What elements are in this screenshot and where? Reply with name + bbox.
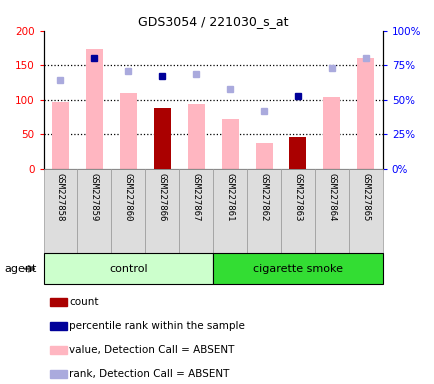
Text: GSM227863: GSM227863	[293, 173, 302, 222]
Bar	[221, 119, 238, 169]
Text: rank, Detection Call = ABSENT: rank, Detection Call = ABSENT	[69, 369, 229, 379]
FancyBboxPatch shape	[314, 169, 348, 253]
Bar	[50, 370, 66, 378]
Bar	[86, 49, 103, 169]
Text: cigarette smoke: cigarette smoke	[253, 264, 342, 274]
FancyBboxPatch shape	[348, 169, 382, 253]
Text: GSM227864: GSM227864	[327, 173, 335, 222]
Bar	[52, 102, 69, 169]
Bar	[120, 93, 137, 169]
Text: percentile rank within the sample: percentile rank within the sample	[69, 321, 245, 331]
FancyBboxPatch shape	[111, 169, 145, 253]
Text: GSM227865: GSM227865	[361, 173, 369, 222]
FancyBboxPatch shape	[77, 169, 111, 253]
Text: value, Detection Call = ABSENT: value, Detection Call = ABSENT	[69, 345, 234, 355]
FancyBboxPatch shape	[280, 169, 314, 253]
Bar	[289, 137, 306, 169]
FancyBboxPatch shape	[43, 253, 213, 284]
FancyBboxPatch shape	[213, 253, 382, 284]
Text: GSM227861: GSM227861	[225, 173, 234, 222]
FancyBboxPatch shape	[145, 169, 179, 253]
Text: GSM227866: GSM227866	[158, 173, 166, 222]
Bar	[255, 143, 272, 169]
FancyBboxPatch shape	[43, 169, 77, 253]
FancyBboxPatch shape	[179, 169, 213, 253]
Bar	[154, 108, 171, 169]
Bar	[50, 346, 66, 354]
Bar	[50, 322, 66, 330]
Text: agent: agent	[4, 264, 36, 274]
Bar	[357, 58, 373, 169]
Text: GSM227860: GSM227860	[124, 173, 132, 222]
Title: GDS3054 / 221030_s_at: GDS3054 / 221030_s_at	[138, 15, 288, 28]
FancyBboxPatch shape	[247, 169, 280, 253]
Bar	[187, 104, 204, 169]
Text: GSM227867: GSM227867	[191, 173, 200, 222]
Bar	[323, 97, 340, 169]
Bar	[50, 298, 66, 306]
Text: count: count	[69, 297, 99, 307]
FancyBboxPatch shape	[213, 169, 247, 253]
Text: GSM227862: GSM227862	[259, 173, 268, 222]
Text: control: control	[109, 264, 147, 274]
Text: GSM227859: GSM227859	[90, 173, 99, 222]
Text: GSM227858: GSM227858	[56, 173, 65, 222]
